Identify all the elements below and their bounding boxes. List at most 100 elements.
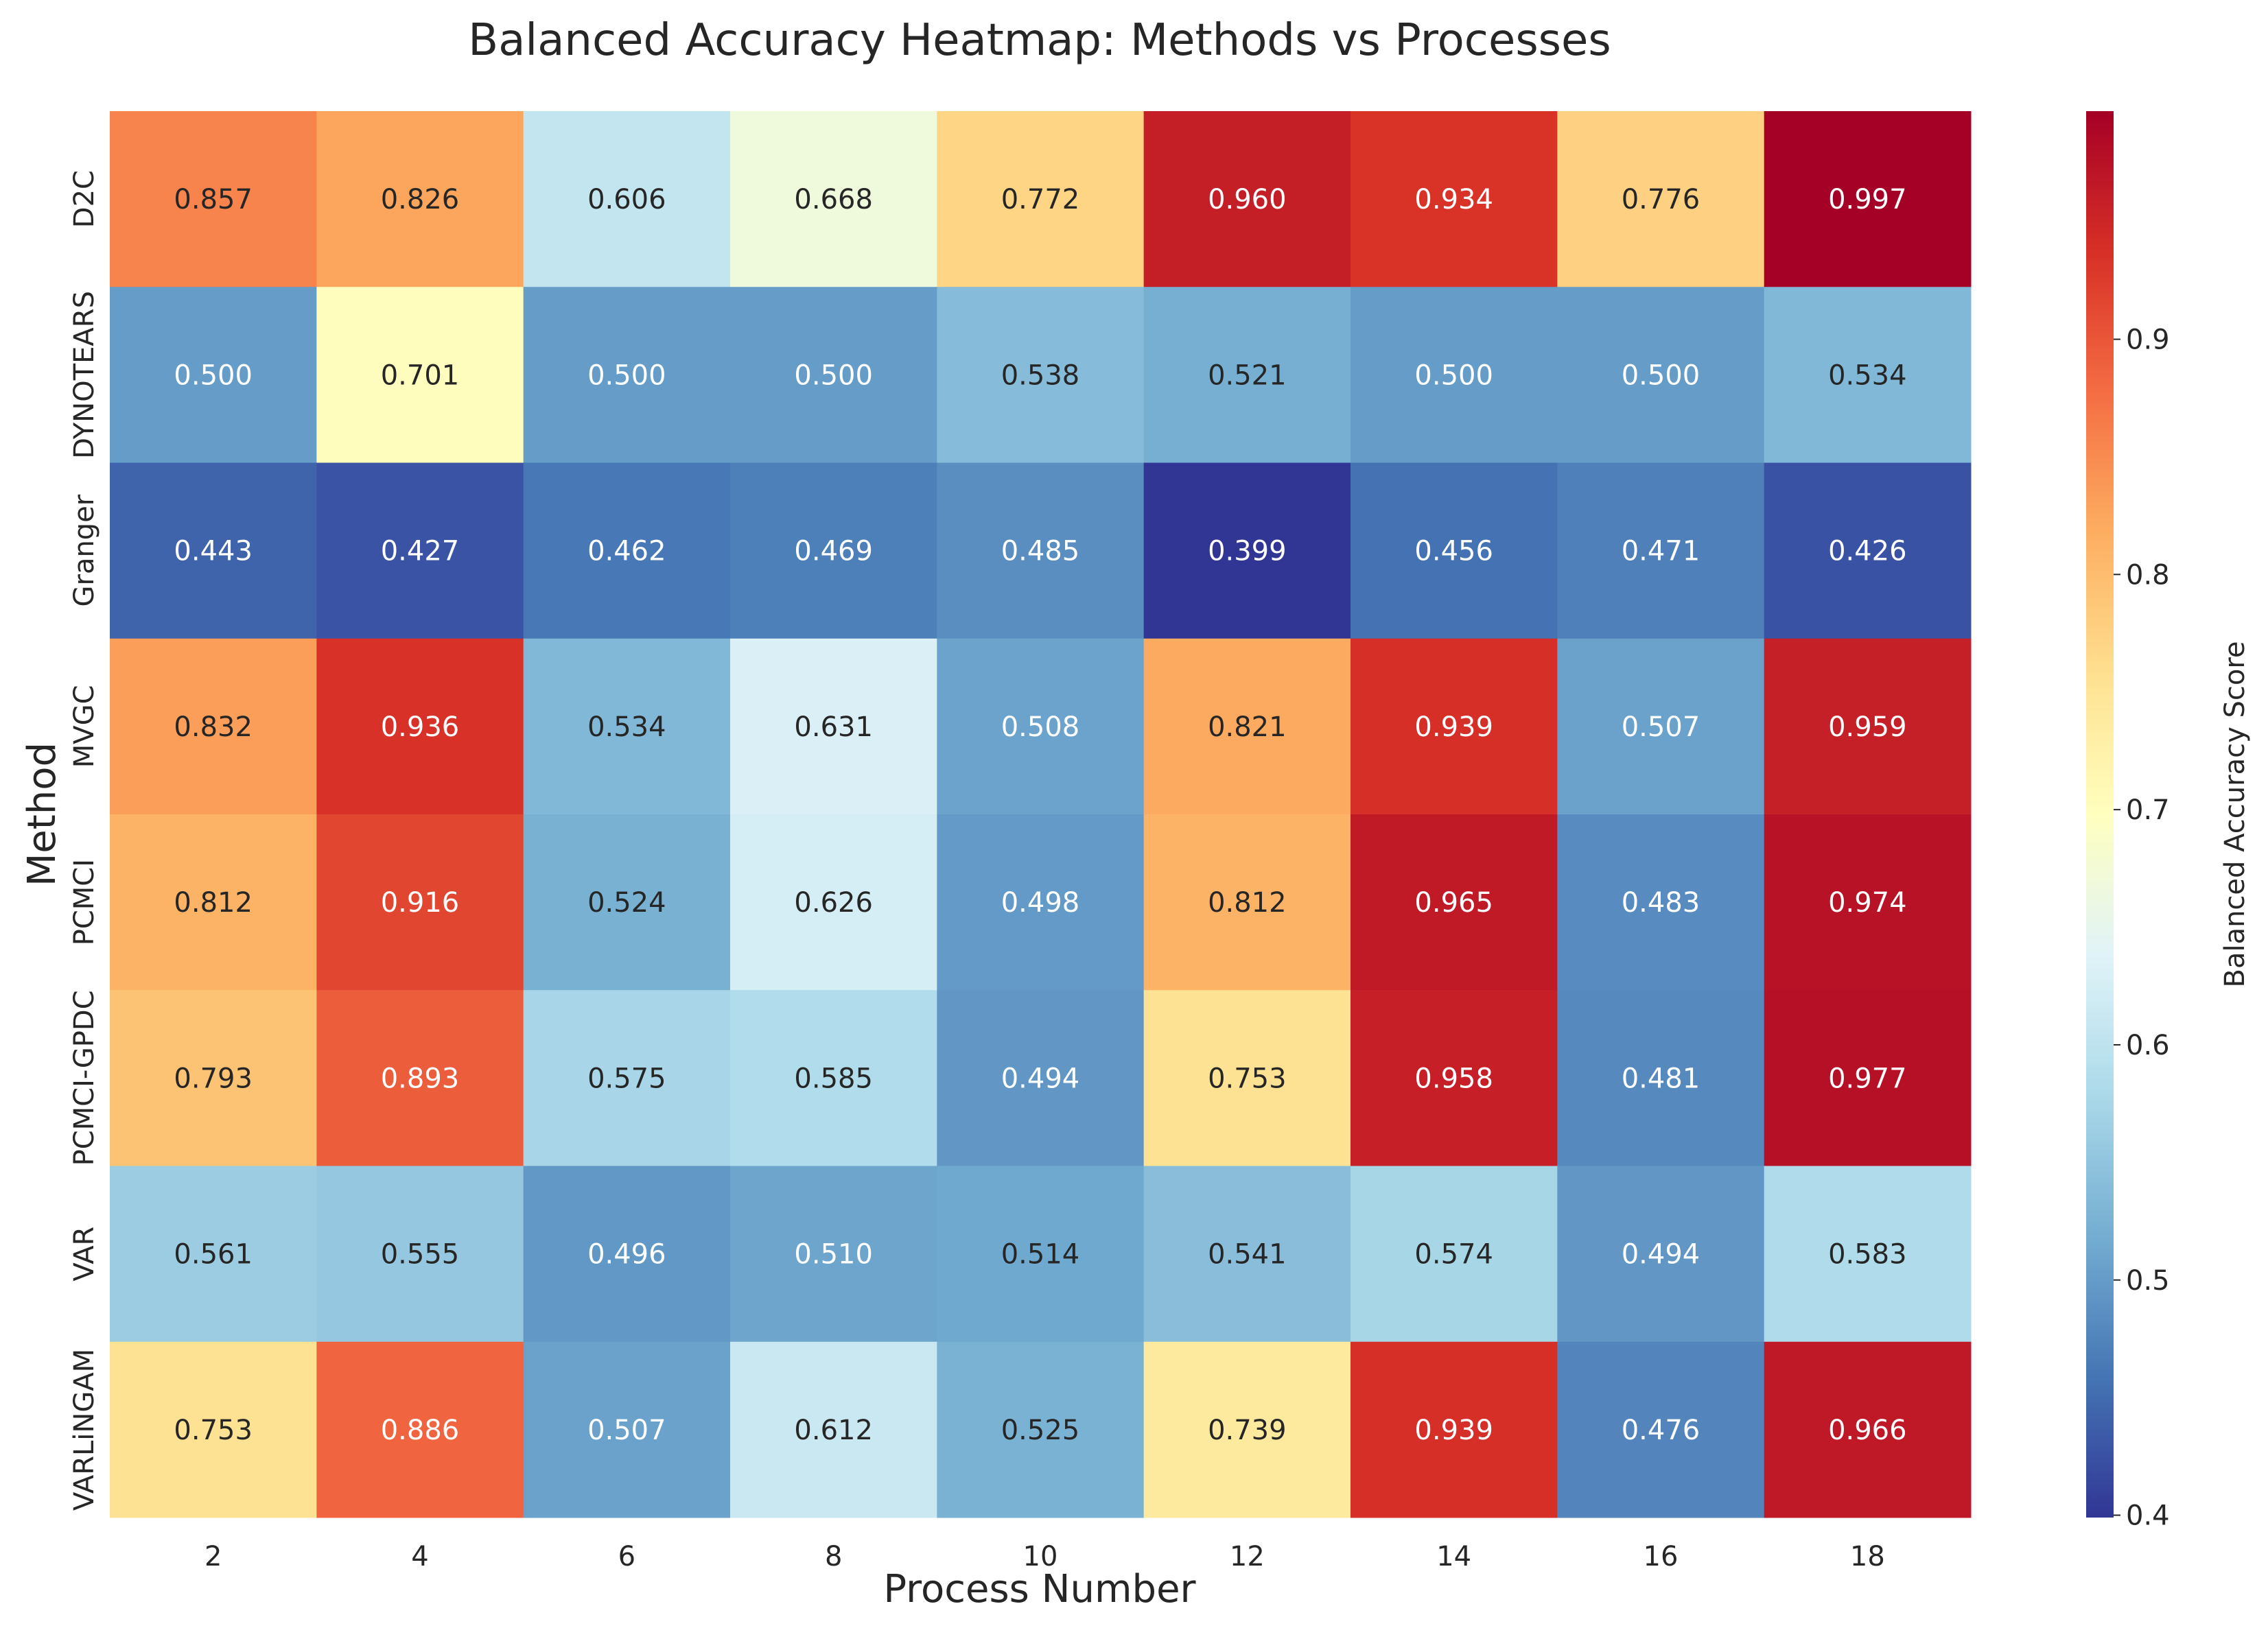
heatmap-cell (316, 287, 524, 463)
cell-value-label: 0.498 (1001, 887, 1080, 919)
heatmap-cell (730, 111, 937, 287)
cell-value-label: 0.534 (1828, 359, 1907, 391)
heatmap-cell (316, 462, 524, 639)
cell-value-label: 0.977 (1828, 1063, 1907, 1094)
heatmap-cell (316, 990, 524, 1166)
heatmap-cell (110, 638, 317, 815)
colorbar-ticks: 0.4 0.5 0.6 0.7 0.8 0.9 (2114, 325, 2170, 1532)
x-tick-label: 12 (1230, 1541, 1265, 1572)
cell-value-label: 0.476 (1622, 1415, 1700, 1446)
cell-value-label: 0.555 (381, 1239, 460, 1271)
cell-value-label: 0.960 (1208, 184, 1287, 215)
heatmap-cell (316, 1166, 524, 1343)
x-tick-label: 18 (1850, 1541, 1885, 1572)
heatmap-cell (110, 1166, 317, 1343)
cell-value-label: 0.494 (1622, 1239, 1700, 1271)
cell-value-label: 0.507 (1622, 711, 1700, 743)
cell-value-label: 0.500 (587, 359, 666, 391)
cell-value-label: 0.538 (1001, 359, 1080, 391)
heatmap-cell (1764, 111, 1972, 287)
cell-value-label: 0.857 (174, 184, 253, 215)
cell-value-label: 0.939 (1414, 711, 1493, 743)
cell-value-label: 0.612 (794, 1415, 873, 1446)
cell-value-label: 0.626 (794, 887, 873, 919)
heatmap-cell (1351, 990, 1558, 1166)
cell-value-label: 0.631 (794, 711, 873, 743)
heatmap-cell (523, 1341, 731, 1518)
heatmap-cell (523, 990, 731, 1166)
cell-value-label: 0.500 (794, 359, 873, 391)
heatmap-cell (523, 814, 731, 991)
heatmap-cell (110, 287, 317, 463)
heatmap-cell (1557, 1166, 1765, 1343)
heatmap-cell (1764, 287, 1972, 463)
heatmap-cell (316, 814, 524, 991)
cell-value-label: 0.793 (174, 1063, 253, 1094)
chart-title: Balanced Accuracy Heatmap: Methods vs Pr… (468, 15, 1611, 66)
cell-value-label: 0.510 (794, 1239, 873, 1271)
heatmap-cell (730, 462, 937, 639)
heatmap-cell (1143, 814, 1351, 991)
cell-value-label: 0.934 (1414, 184, 1493, 215)
heatmap-cell (1351, 638, 1558, 815)
heatmap-cell (110, 462, 317, 639)
cell-value-label: 0.939 (1414, 1415, 1493, 1446)
heatmap-cell (937, 1166, 1145, 1343)
cell-value-label: 0.561 (174, 1239, 253, 1271)
y-tick-label: MVGC (69, 685, 100, 768)
heatmap-cell (316, 638, 524, 815)
heatmap-cell (1143, 111, 1351, 287)
cell-value-label: 0.500 (174, 359, 253, 391)
cell-value-label: 0.974 (1828, 887, 1907, 919)
cell-value-label: 0.481 (1622, 1063, 1700, 1094)
heatmap-cell (730, 638, 937, 815)
heatmap-cell (1557, 638, 1765, 815)
y-tick-label: PCMCI-GPDC (69, 990, 100, 1166)
heatmap-cell (1351, 1166, 1558, 1343)
cell-value-label: 0.886 (381, 1415, 460, 1446)
heatmap-cell (110, 111, 317, 287)
heatmap-cell (1557, 287, 1765, 463)
heatmap-cell (1764, 1166, 1972, 1343)
heatmap-cell (523, 1166, 731, 1343)
heatmap-cell (1764, 990, 1972, 1166)
cell-value-label: 0.534 (587, 711, 666, 743)
cell-value-label: 0.507 (587, 1415, 666, 1446)
y-axis-label: Method (20, 742, 65, 886)
cell-value-label: 0.427 (381, 536, 460, 567)
heatmap-cell (523, 111, 731, 287)
cell-value-label: 0.524 (587, 887, 666, 919)
cell-value-label: 0.500 (1622, 359, 1700, 391)
heatmap-cell (937, 287, 1145, 463)
heatmap-cell (1764, 1341, 1972, 1518)
heatmap-cell (1764, 638, 1972, 815)
cell-value-label: 0.494 (1001, 1063, 1080, 1094)
heatmap-cell (937, 462, 1145, 639)
y-tick-label: PCMCI (69, 859, 100, 945)
x-tick-label: 6 (618, 1541, 635, 1572)
cell-value-label: 0.462 (587, 536, 666, 567)
heatmap-cell (1764, 814, 1972, 991)
y-tick-label: VARLiNGAM (69, 1349, 100, 1511)
heatmap-cell (1351, 111, 1558, 287)
heatmap-cell (937, 1341, 1145, 1518)
heatmap-cell (523, 638, 731, 815)
cell-value-label: 0.521 (1208, 359, 1287, 391)
cell-value-label: 0.483 (1622, 887, 1700, 919)
heatmap-cell (1557, 111, 1765, 287)
colorbar-tick-label: 0.7 (2126, 794, 2170, 826)
heatmap-cell (1557, 814, 1765, 991)
cell-value-label: 0.500 (1414, 359, 1493, 391)
heatmap-cell (1351, 1341, 1558, 1518)
cell-value-label: 0.426 (1828, 536, 1907, 567)
colorbar-gradient (2086, 111, 2114, 1518)
heatmap-cell (110, 1341, 317, 1518)
cell-value-label: 0.585 (794, 1063, 873, 1094)
x-tick-label: 8 (825, 1541, 842, 1572)
heatmap-cell (730, 1341, 937, 1518)
cell-value-label: 0.399 (1208, 536, 1287, 567)
heatmap-cell (1557, 1341, 1765, 1518)
heatmap-cell (316, 1341, 524, 1518)
cell-value-label: 0.893 (381, 1063, 460, 1094)
